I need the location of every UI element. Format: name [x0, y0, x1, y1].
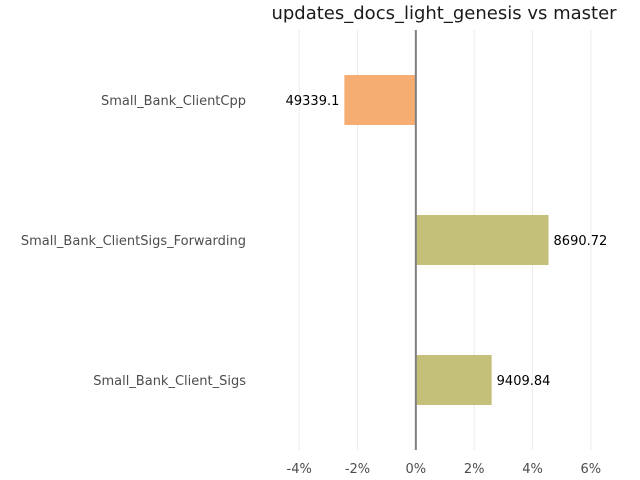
value-label: 49339.1: [286, 94, 340, 109]
value-labels: 49339.1 8690.72 9409.84: [286, 94, 608, 389]
value-label: 8690.72: [554, 234, 608, 249]
bars: [344, 75, 549, 405]
x-tick-label: -4%: [287, 462, 312, 477]
bar-0: [344, 75, 416, 125]
x-tick-label: 2%: [464, 462, 485, 477]
x-tick-label: 0%: [406, 462, 427, 477]
value-label: 9409.84: [497, 374, 551, 389]
chart-title: updates_docs_light_genesis vs master: [271, 3, 617, 24]
x-tick-labels: -4% -2% 0% 2% 4% 6%: [287, 462, 602, 477]
category-labels: Small_Bank_ClientCpp Small_Bank_ClientSig…: [21, 94, 246, 389]
category-label: Small_Bank_Client_Sigs: [93, 374, 246, 389]
bar-1: [415, 215, 549, 265]
bar-2: [415, 355, 492, 405]
x-tick-label: 4%: [522, 462, 543, 477]
x-tick-label: -2%: [345, 462, 370, 477]
x-tick-label: 6%: [581, 462, 602, 477]
category-label: Small_Bank_ClientCpp: [101, 94, 246, 109]
category-label: Small_Bank_ClientSigs_Forwarding: [21, 234, 246, 249]
